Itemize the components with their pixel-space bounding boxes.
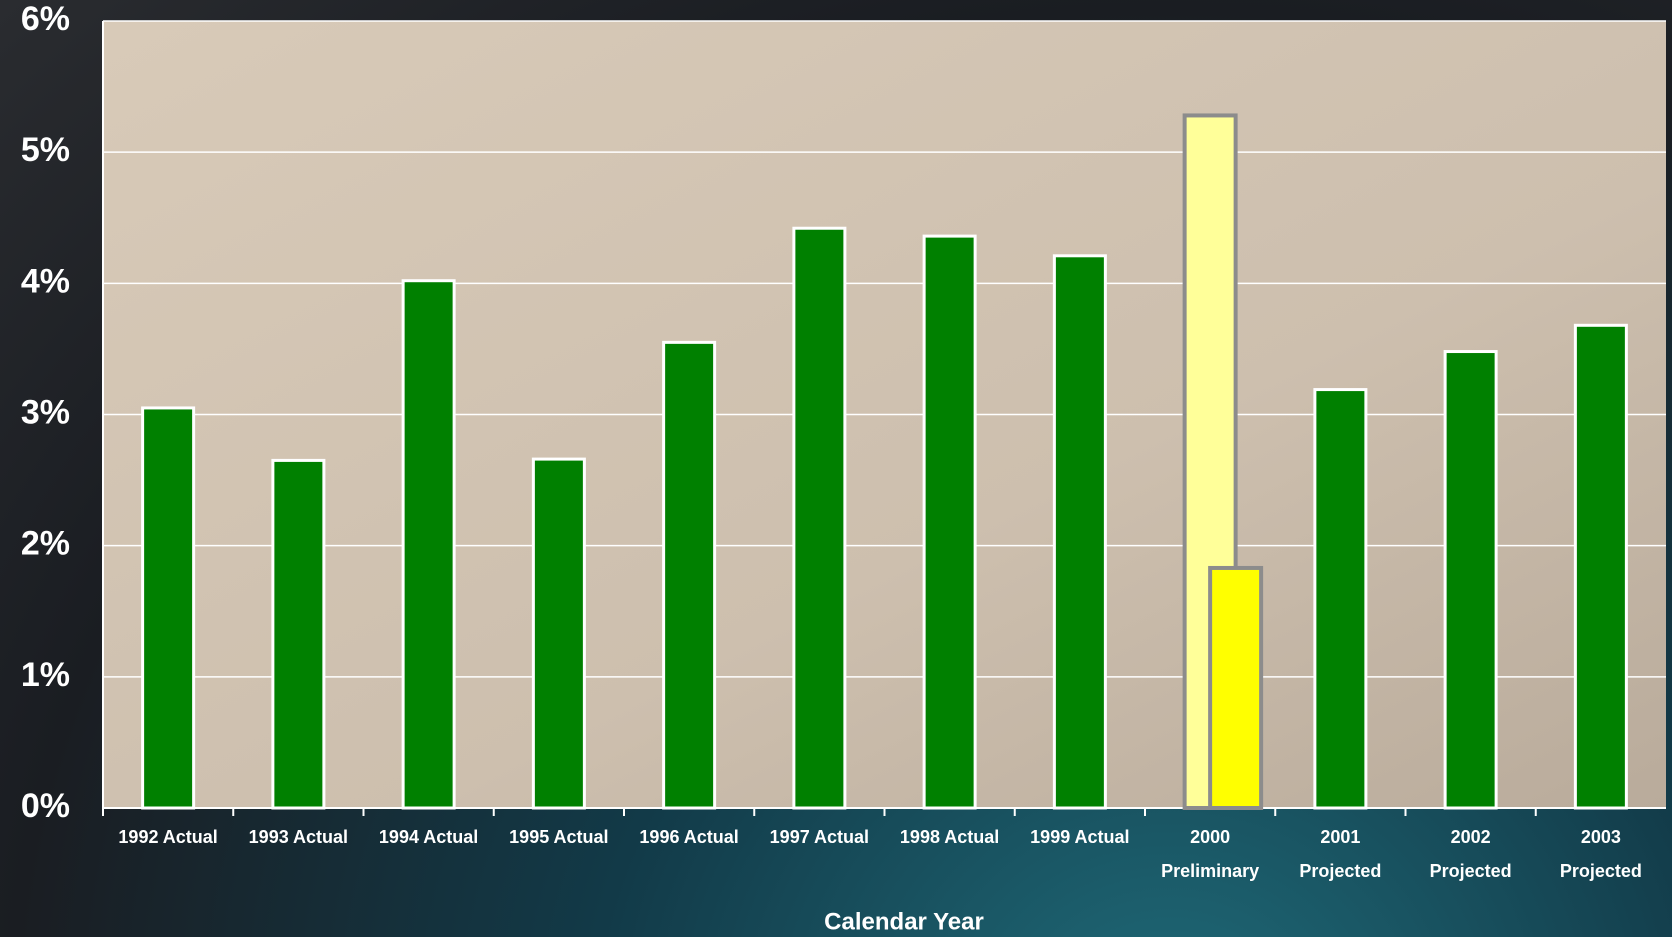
- y-tick-label: 1%: [21, 656, 70, 694]
- bar: [794, 228, 845, 808]
- chart-svg: Calendar Year 0% 1% 2% 3% 4% 5% 6%: [0, 0, 1672, 937]
- bar: [533, 459, 584, 808]
- y-tick-label: 4%: [21, 262, 70, 300]
- x-tick-label: 1998 Actual: [894, 820, 1006, 854]
- x-tick-label: 1993 Actual: [242, 820, 354, 854]
- y-tick-label: 2%: [21, 525, 70, 563]
- bar: [1445, 352, 1496, 808]
- x-tick-label: 1992 Actual: [112, 820, 224, 854]
- bar: [1575, 325, 1626, 808]
- x-tick-label: 1997 Actual: [763, 820, 875, 854]
- bar: [1315, 390, 1366, 808]
- x-tick-label: 1994 Actual: [373, 820, 485, 854]
- x-axis-title: Calendar Year: [824, 908, 984, 935]
- bar: [924, 236, 975, 808]
- y-tick-label: 3%: [21, 393, 70, 431]
- x-tick-label: 1995 Actual: [503, 820, 615, 854]
- chart: Calendar Year 0% 1% 2% 3% 4% 5% 6% 1992 Actual…: [0, 0, 1672, 937]
- bar: [1210, 568, 1261, 808]
- x-tick-label: 2000 Preliminary: [1154, 820, 1266, 888]
- bar: [273, 460, 324, 808]
- x-tick-label: 2003 Projected: [1545, 820, 1657, 888]
- x-tick-label: 1996 Actual: [633, 820, 745, 854]
- bar: [143, 408, 194, 808]
- bar: [664, 342, 715, 808]
- x-tick-label: 1999 Actual: [1024, 820, 1136, 854]
- bar: [403, 281, 454, 808]
- y-tick-label: 5%: [21, 131, 70, 169]
- y-tick-label: 0%: [21, 787, 70, 825]
- x-tick-label: 2001 Projected: [1284, 820, 1396, 888]
- x-tick-label: 2002 Projected: [1415, 820, 1527, 888]
- bar: [1054, 256, 1105, 808]
- y-tick-label: 6%: [21, 0, 70, 38]
